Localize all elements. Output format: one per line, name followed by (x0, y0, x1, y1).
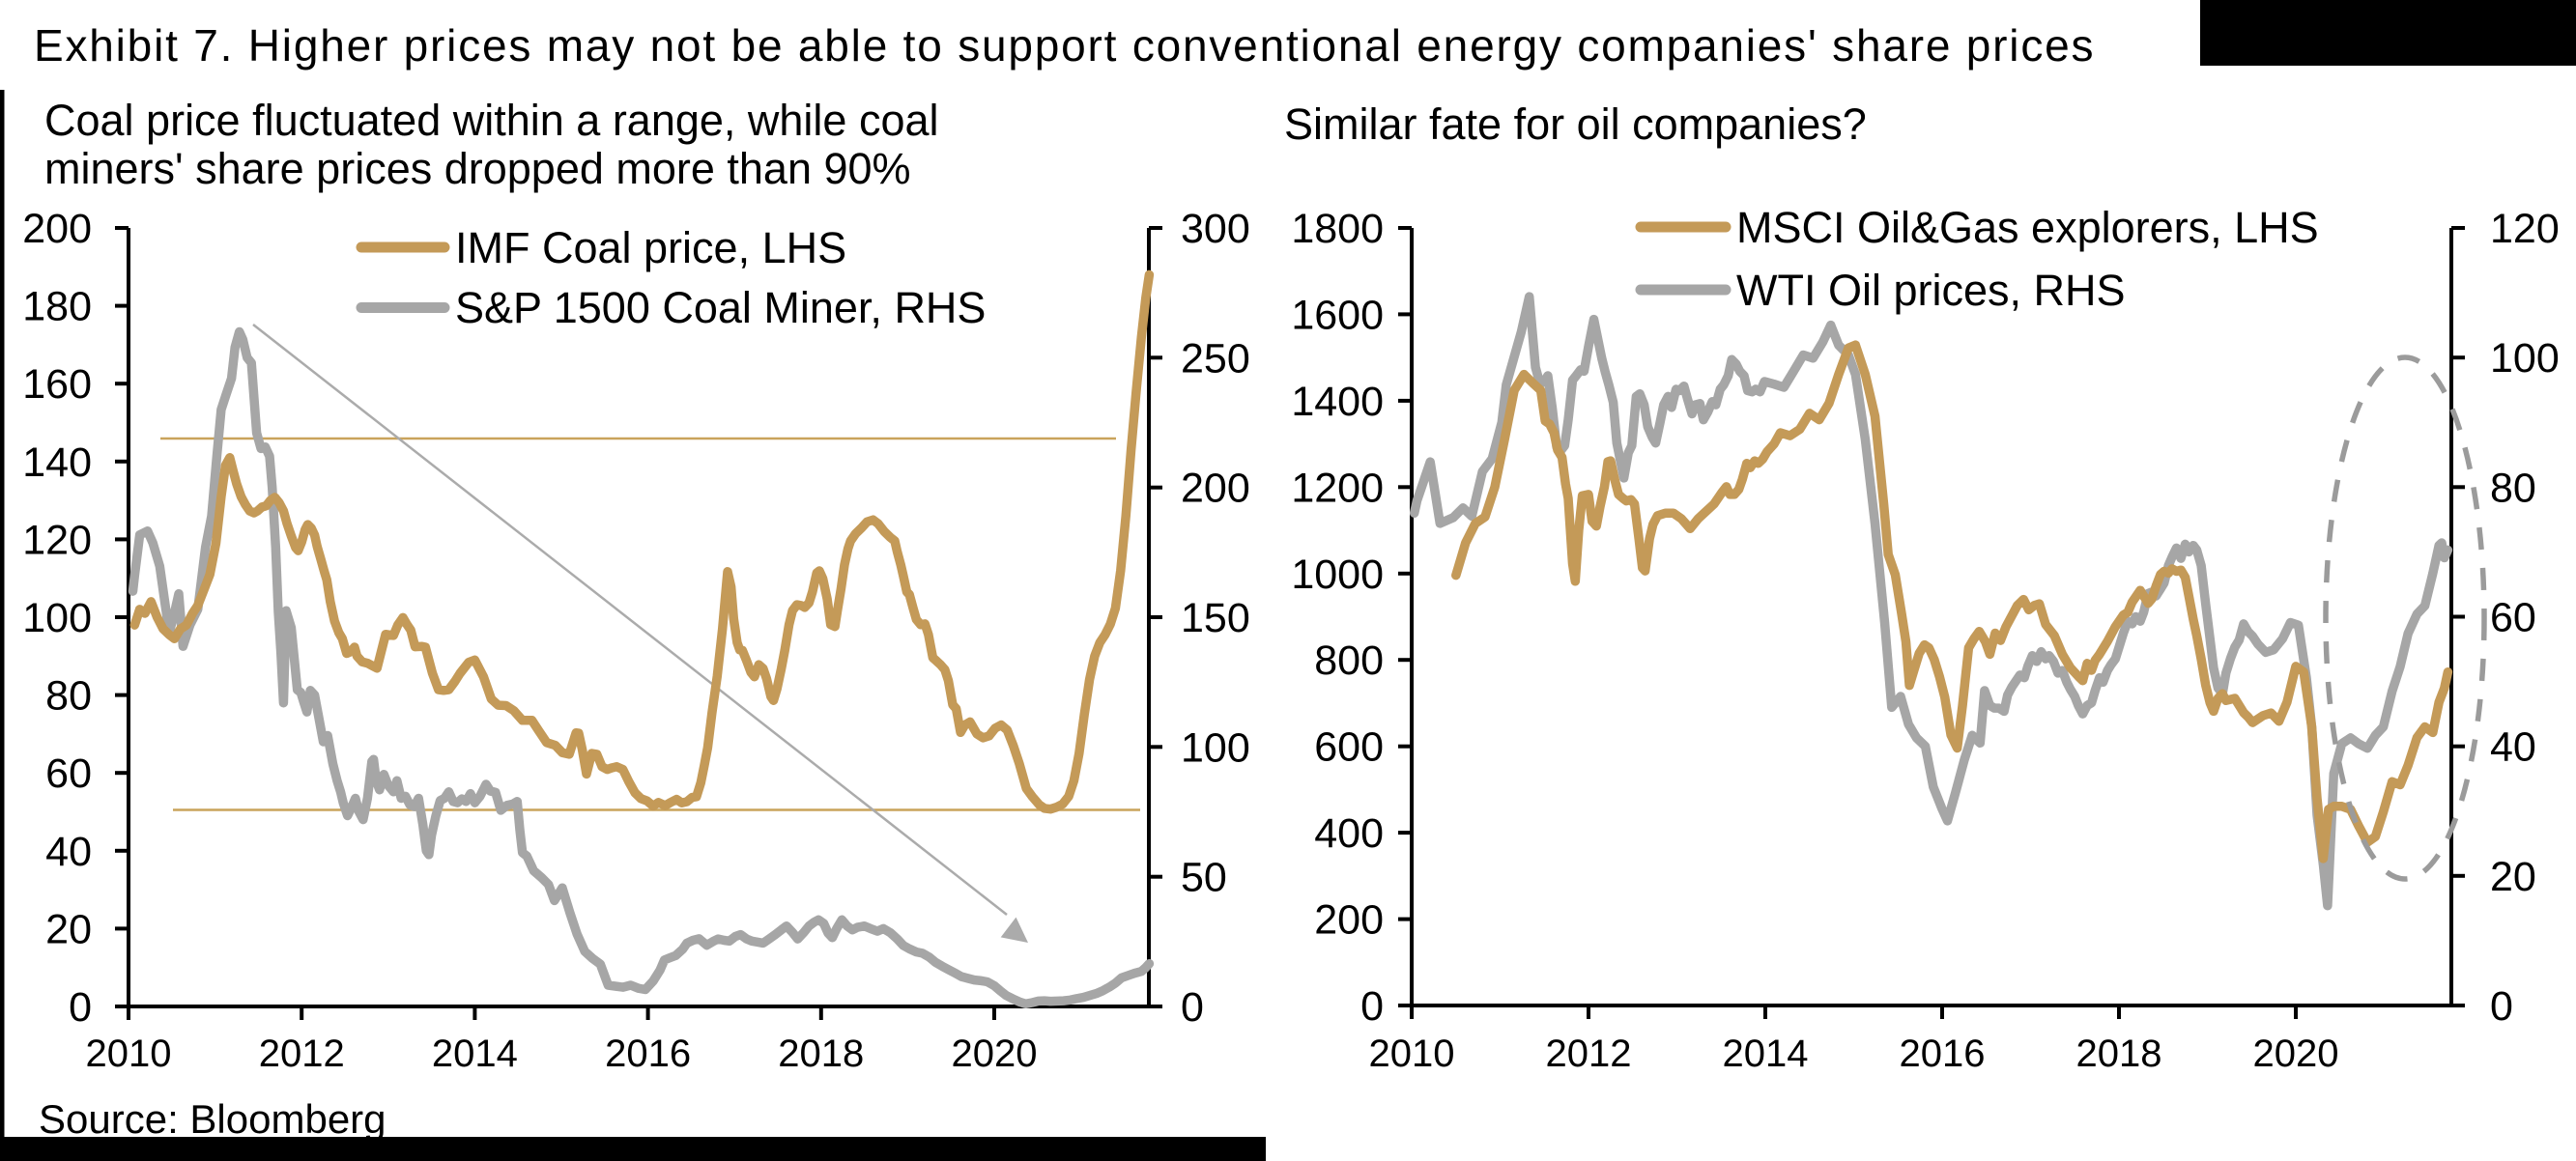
svg-text:150: 150 (1181, 595, 1250, 641)
svg-text:0: 0 (1360, 983, 1384, 1030)
svg-text:Similar fate for oil companies: Similar fate for oil companies? (1284, 99, 1867, 149)
svg-text:WTI Oil prices, RHS: WTI Oil prices, RHS (1736, 266, 2126, 315)
svg-text:1600: 1600 (1291, 292, 1384, 338)
svg-text:miners' share prices dropped m: miners' share prices dropped more than 9… (44, 144, 911, 193)
svg-text:2018: 2018 (778, 1033, 864, 1075)
svg-text:40: 40 (45, 829, 92, 875)
svg-text:0: 0 (2490, 983, 2513, 1030)
svg-text:0: 0 (69, 984, 92, 1031)
svg-text:2014: 2014 (1723, 1033, 1809, 1075)
svg-text:2010: 2010 (1369, 1033, 1455, 1075)
svg-text:50: 50 (1181, 855, 1227, 901)
svg-text:140: 140 (22, 439, 92, 486)
svg-text:80: 80 (2490, 465, 2536, 511)
svg-text:100: 100 (22, 595, 92, 641)
svg-text:2018: 2018 (2076, 1033, 2162, 1075)
svg-text:100: 100 (1181, 724, 1250, 771)
svg-text:Source: Bloomberg: Source: Bloomberg (39, 1096, 386, 1142)
svg-text:120: 120 (22, 517, 92, 563)
svg-text:40: 40 (2490, 724, 2536, 771)
svg-text:800: 800 (1314, 637, 1384, 684)
svg-text:2020: 2020 (2253, 1033, 2339, 1075)
svg-text:IMF Coal price, LHS: IMF Coal price, LHS (455, 223, 846, 272)
svg-text:0: 0 (1181, 984, 1204, 1031)
svg-text:2010: 2010 (86, 1033, 172, 1075)
svg-text:160: 160 (22, 361, 92, 408)
svg-text:2012: 2012 (1546, 1033, 1632, 1075)
svg-text:100: 100 (2490, 335, 2560, 382)
svg-text:200: 200 (22, 206, 92, 252)
svg-text:200: 200 (1314, 897, 1384, 944)
svg-text:1200: 1200 (1291, 465, 1384, 511)
svg-text:120: 120 (2490, 206, 2560, 252)
svg-text:Exhibit 7. Higher prices may n: Exhibit 7. Higher prices may not be able… (34, 20, 2095, 71)
svg-text:60: 60 (2490, 595, 2536, 641)
svg-text:1800: 1800 (1291, 206, 1384, 252)
svg-text:S&P 1500 Coal Miner, RHS: S&P 1500 Coal Miner, RHS (455, 283, 986, 332)
svg-text:20: 20 (45, 906, 92, 952)
svg-text:300: 300 (1181, 206, 1250, 252)
svg-text:2016: 2016 (1900, 1033, 1986, 1075)
svg-text:MSCI Oil&Gas explorers, LHS: MSCI Oil&Gas explorers, LHS (1736, 203, 2319, 252)
svg-text:2014: 2014 (432, 1033, 518, 1075)
svg-text:1000: 1000 (1291, 552, 1384, 598)
svg-text:250: 250 (1181, 335, 1250, 382)
svg-text:2016: 2016 (605, 1033, 691, 1075)
svg-text:600: 600 (1314, 724, 1384, 771)
svg-text:80: 80 (45, 673, 92, 720)
svg-text:Coal price fluctuated within a: Coal price fluctuated within a range, wh… (44, 96, 939, 145)
svg-text:400: 400 (1314, 810, 1384, 857)
svg-text:1400: 1400 (1291, 379, 1384, 425)
svg-text:2012: 2012 (259, 1033, 345, 1075)
svg-text:20: 20 (2490, 854, 2536, 900)
svg-text:60: 60 (45, 750, 92, 797)
svg-text:180: 180 (22, 284, 92, 330)
svg-text:2020: 2020 (952, 1033, 1038, 1075)
svg-text:200: 200 (1181, 466, 1250, 512)
